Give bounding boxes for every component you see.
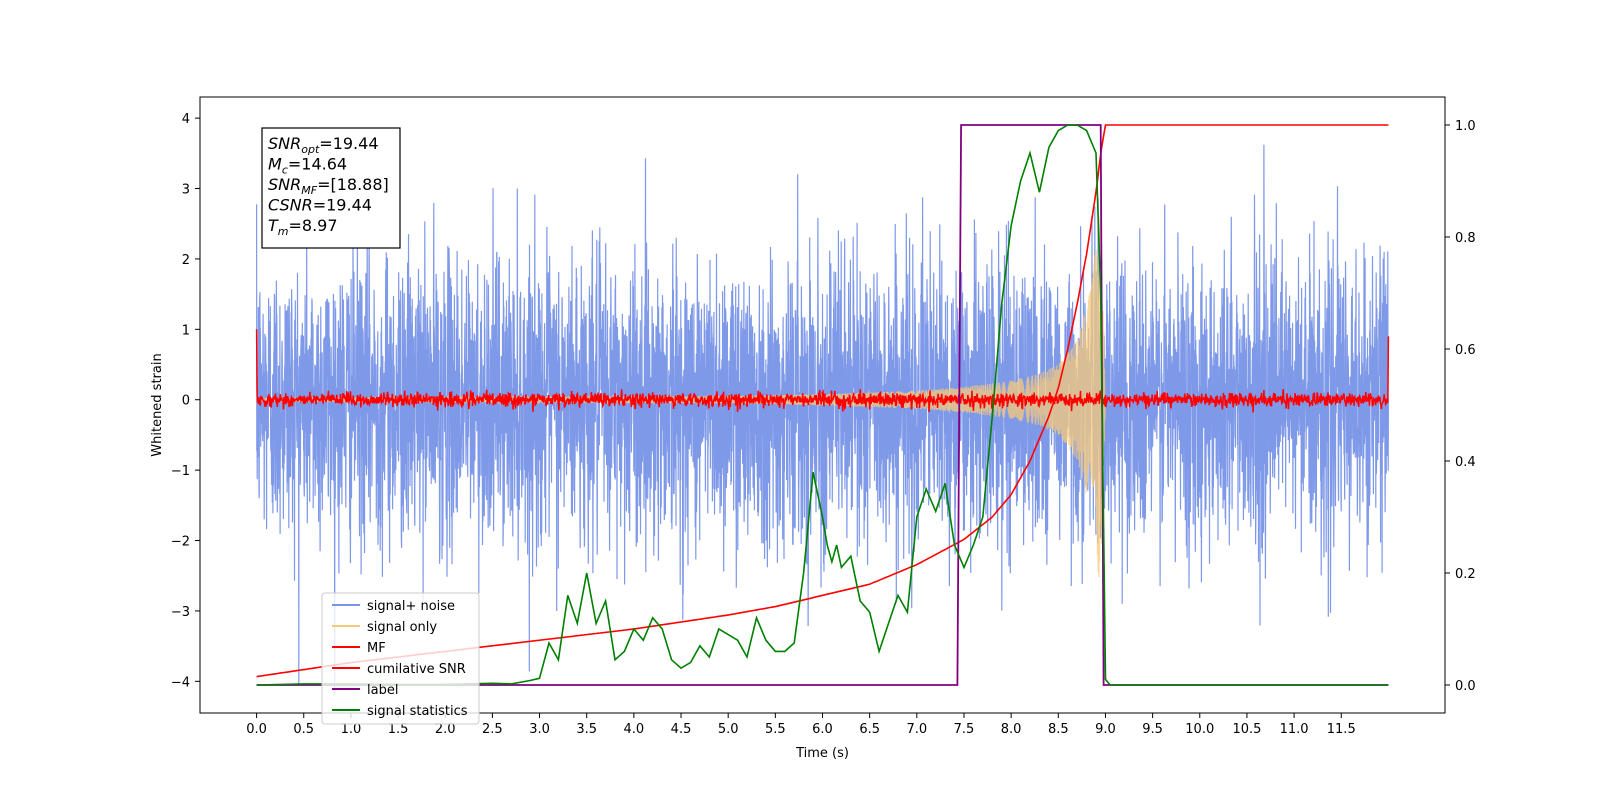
x-tick-label: 6.5	[859, 722, 880, 737]
x-tick-label: 9.0	[1095, 722, 1116, 737]
x-tick-label: 7.5	[954, 722, 975, 737]
x-tick-label: 4.5	[671, 722, 692, 737]
y-left-tick-label: 1	[182, 323, 190, 338]
x-tick-label: 0.5	[293, 722, 314, 737]
legend-label: signal statistics	[367, 704, 468, 719]
x-axis-ticks: 0.0 0.5 1.0 1.5 2.0 2.5 3.0 3.5 4.0 4.5 5.0 5.5 6.0 6…	[246, 713, 1356, 737]
legend-item: signal+ noise	[332, 599, 455, 614]
statistics-line: SNRMF=[18.88]	[268, 175, 389, 197]
y-axis-left-ticks: 4 3 2 1 0 −1 −2 −3 −4	[171, 112, 200, 690]
x-tick-label: 1.5	[388, 722, 409, 737]
x-tick-label: 5.0	[718, 722, 739, 737]
y-left-tick-label: −2	[171, 535, 190, 550]
y-left-tick-label: 2	[182, 253, 190, 268]
y-left-tick-label: 4	[182, 112, 190, 127]
statistics-line: SNRopt=19.44	[268, 134, 379, 156]
x-tick-label: 0.0	[246, 722, 267, 737]
x-tick-label: 1.0	[341, 722, 362, 737]
statistics-annotation-box: SNRopt=19.44Mc=14.64SNRMF=[18.88]CSNR=19…	[261, 127, 401, 249]
legend-label: label	[367, 683, 398, 698]
legend-label: MF	[367, 641, 386, 656]
statistics-line: Mc=14.64	[268, 155, 347, 177]
y-right-tick-label: 0.4	[1455, 455, 1476, 470]
x-tick-label: 11.5	[1327, 722, 1356, 737]
y-right-tick-label: 0.6	[1455, 343, 1476, 358]
statistics-line: Tm=8.97	[268, 216, 338, 238]
y-right-tick-label: 1.0	[1455, 119, 1476, 134]
y-right-tick-label: 0.2	[1455, 567, 1476, 582]
legend-item: label	[332, 683, 398, 698]
legend-label: signal only	[367, 620, 437, 635]
legend: signal+ noise signal only MF cumilative SNR…	[321, 592, 480, 725]
x-tick-label: 8.0	[1001, 722, 1022, 737]
legend-item: cumilative SNR	[332, 662, 466, 677]
x-tick-label: 5.5	[765, 722, 786, 737]
x-tick-label: 8.5	[1048, 722, 1069, 737]
y-axis-label: Whitened strain	[150, 353, 165, 456]
x-tick-label: 10.0	[1185, 722, 1214, 737]
x-tick-label: 9.5	[1142, 722, 1163, 737]
x-tick-label: 10.5	[1232, 722, 1261, 737]
series-signal-noise-line	[256, 144, 1389, 696]
x-tick-label: 2.0	[435, 722, 456, 737]
legend-label: signal+ noise	[367, 599, 455, 614]
x-tick-label: 4.0	[624, 722, 645, 737]
x-axis-label: Time (s)	[795, 746, 849, 761]
statistics-box-frame	[261, 127, 401, 249]
legend-frame	[321, 592, 480, 725]
y-right-tick-label: 0.0	[1455, 679, 1476, 694]
statistics-line: CSNR=19.44	[268, 196, 372, 215]
y-left-tick-label: 0	[182, 394, 190, 409]
x-tick-label: 6.0	[812, 722, 833, 737]
x-tick-label: 11.0	[1280, 722, 1309, 737]
legend-item: signal only	[332, 620, 437, 635]
y-left-tick-label: −4	[171, 675, 190, 690]
y-left-tick-label: −1	[171, 464, 190, 479]
x-tick-label: 3.5	[576, 722, 597, 737]
series-signal-statistics-line	[256, 124, 1389, 686]
y-right-tick-label: 0.8	[1455, 231, 1476, 246]
x-tick-label: 2.5	[482, 722, 503, 737]
y-left-tick-label: −3	[171, 605, 190, 620]
legend-label: cumilative SNR	[367, 662, 466, 677]
series-mf-line	[255, 329, 1390, 413]
legend-item: MF	[332, 641, 386, 656]
x-tick-label: 7.0	[906, 722, 927, 737]
legend-item: signal statistics	[332, 704, 468, 719]
x-tick-label: 3.0	[529, 722, 550, 737]
y-axis-right-ticks: 1.0 0.8 0.6 0.4 0.2 0.0	[1445, 119, 1476, 694]
y-left-tick-label: 3	[182, 183, 190, 198]
